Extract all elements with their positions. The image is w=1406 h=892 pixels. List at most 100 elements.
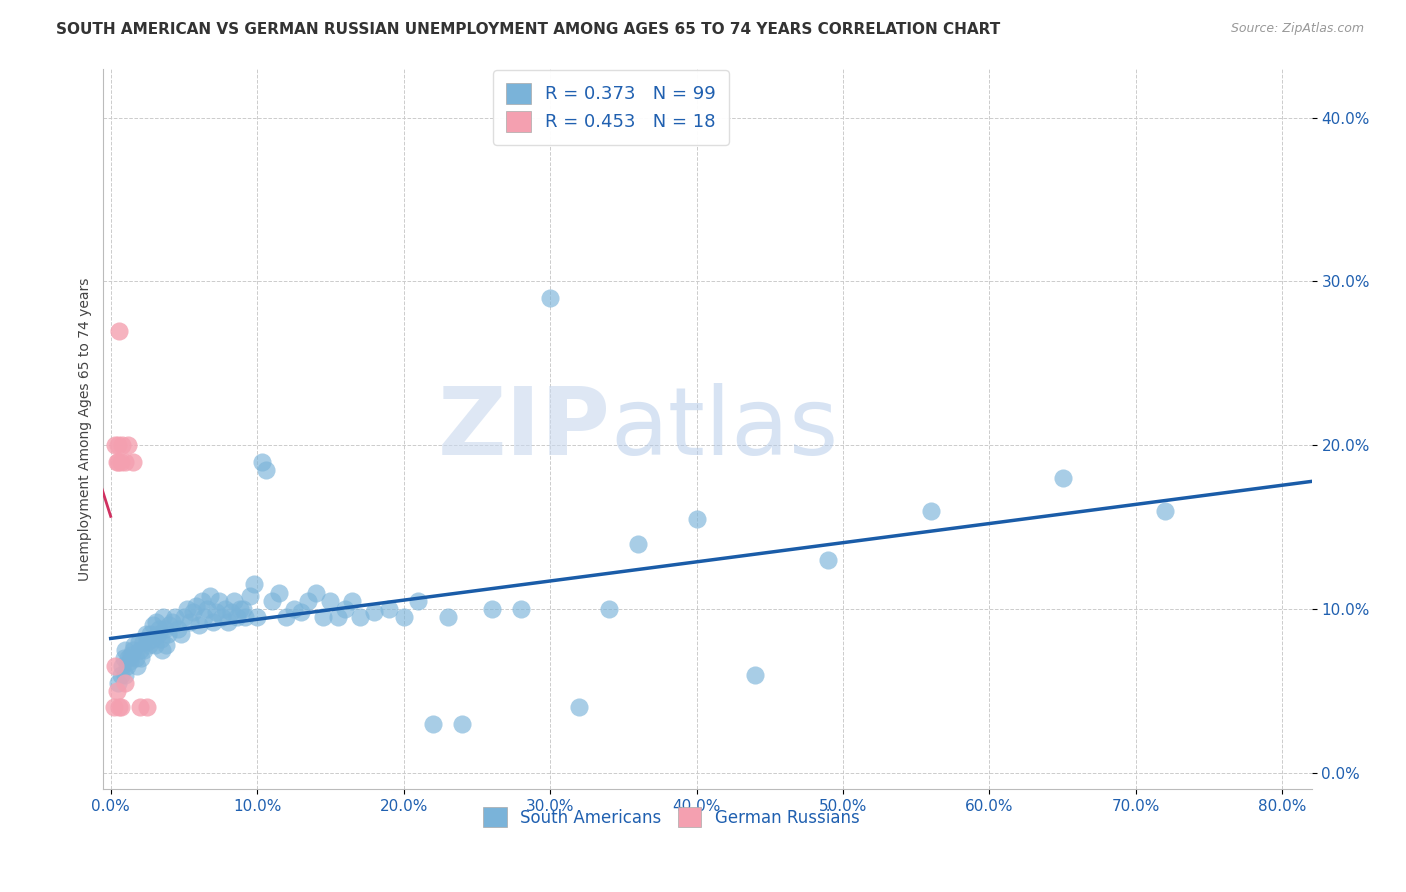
Point: [181, 605, 204, 619]
Point: [222, 594, 245, 608]
Point: [920, 504, 942, 518]
Point: [173, 610, 195, 624]
Point: [146, 626, 169, 640]
Legend: South Americans, German Russians: South Americans, German Russians: [475, 799, 868, 835]
Point: [110, 455, 132, 469]
Text: Source: ZipAtlas.com: Source: ZipAtlas.com: [1230, 22, 1364, 36]
Point: [349, 610, 371, 624]
Point: [107, 438, 129, 452]
Point: [124, 651, 146, 665]
Point: [110, 667, 132, 681]
Point: [143, 638, 166, 652]
Point: [108, 324, 131, 338]
Point: [378, 602, 401, 616]
Point: [156, 626, 179, 640]
Point: [125, 659, 148, 673]
Point: [165, 610, 187, 624]
Point: [342, 594, 364, 608]
Point: [105, 455, 128, 469]
Point: [108, 700, 131, 714]
Point: [744, 667, 766, 681]
Point: [141, 632, 163, 646]
Point: [122, 638, 145, 652]
Point: [131, 651, 153, 665]
Point: [326, 610, 349, 624]
Point: [153, 622, 176, 636]
Point: [228, 602, 250, 616]
Point: [121, 643, 143, 657]
Point: [239, 589, 262, 603]
Point: [117, 438, 139, 452]
Point: [219, 605, 242, 619]
Point: [312, 610, 335, 624]
Point: [114, 675, 136, 690]
Point: [179, 615, 201, 629]
Point: [135, 626, 157, 640]
Point: [202, 615, 225, 629]
Point: [152, 610, 174, 624]
Point: [208, 594, 231, 608]
Point: [627, 536, 650, 550]
Point: [138, 638, 160, 652]
Point: [319, 594, 342, 608]
Point: [145, 615, 167, 629]
Point: [246, 610, 269, 624]
Point: [150, 643, 173, 657]
Point: [112, 651, 135, 665]
Point: [155, 638, 177, 652]
Point: [136, 700, 159, 714]
Point: [1052, 471, 1074, 485]
Point: [422, 716, 444, 731]
Point: [1154, 504, 1177, 518]
Point: [139, 626, 162, 640]
Y-axis label: Unemployment Among Ages 65 to 74 years: Unemployment Among Ages 65 to 74 years: [79, 277, 93, 581]
Point: [211, 610, 233, 624]
Point: [170, 626, 193, 640]
Point: [129, 643, 152, 657]
Point: [817, 553, 839, 567]
Point: [107, 675, 129, 690]
Point: [187, 618, 209, 632]
Point: [214, 602, 236, 616]
Point: [120, 648, 142, 662]
Point: [129, 700, 152, 714]
Point: [685, 512, 707, 526]
Point: [111, 659, 134, 673]
Point: [114, 667, 136, 681]
Point: [297, 594, 319, 608]
Point: [538, 291, 561, 305]
Text: ZIP: ZIP: [439, 383, 610, 475]
Point: [105, 684, 128, 698]
Point: [436, 610, 458, 624]
Point: [598, 602, 620, 616]
Point: [250, 455, 273, 469]
Point: [283, 602, 305, 616]
Point: [142, 618, 165, 632]
Point: [305, 585, 328, 599]
Point: [276, 610, 298, 624]
Point: [269, 585, 291, 599]
Point: [149, 632, 172, 646]
Point: [104, 438, 127, 452]
Point: [509, 602, 531, 616]
Point: [114, 455, 136, 469]
Point: [114, 643, 136, 657]
Point: [363, 605, 385, 619]
Point: [406, 594, 429, 608]
Point: [568, 700, 591, 714]
Point: [167, 622, 190, 636]
Point: [121, 455, 143, 469]
Point: [200, 589, 222, 603]
Point: [107, 455, 129, 469]
Point: [176, 602, 198, 616]
Point: [243, 577, 266, 591]
Point: [160, 615, 183, 629]
Point: [115, 659, 138, 673]
Point: [117, 651, 139, 665]
Point: [111, 438, 134, 452]
Point: [217, 615, 239, 629]
Point: [290, 605, 312, 619]
Point: [481, 602, 503, 616]
Point: [148, 622, 170, 636]
Point: [103, 700, 125, 714]
